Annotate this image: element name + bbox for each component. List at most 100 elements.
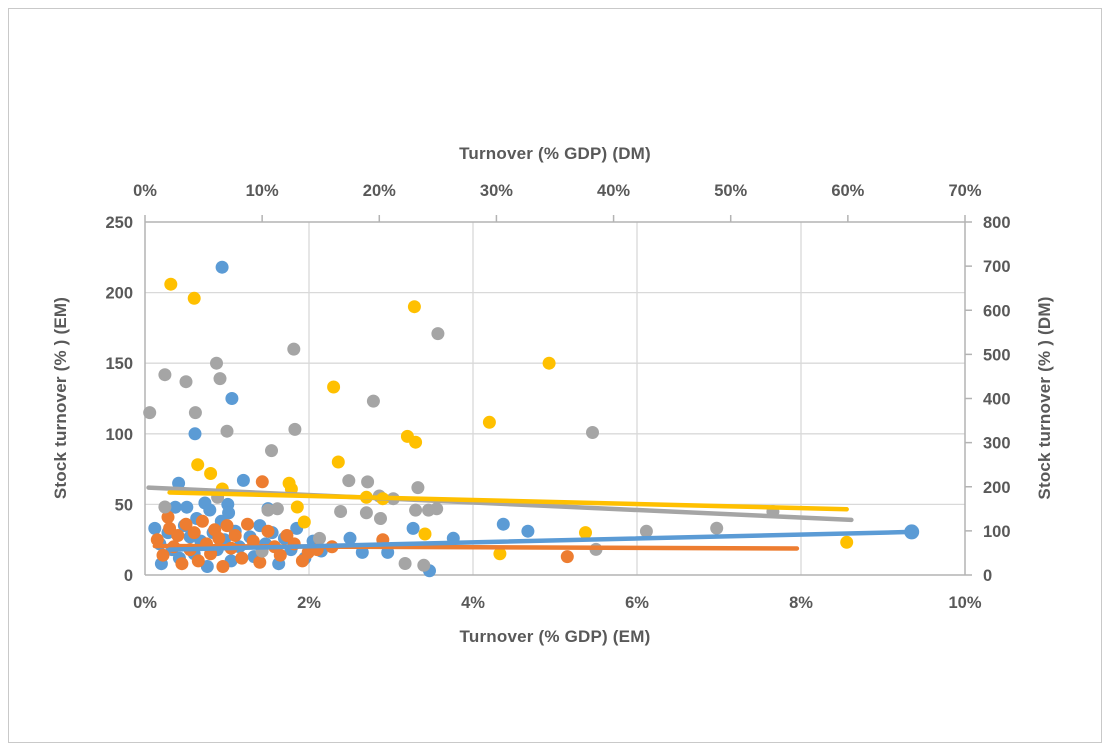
data-point-em-orange (212, 531, 226, 545)
data-point-em-blue (236, 473, 250, 487)
right-axis-tick-label: 800 (983, 214, 1011, 232)
data-point-dm-gray (210, 356, 223, 370)
data-point-em-blue (222, 506, 236, 520)
data-point-dm-yellow (327, 380, 341, 394)
bottom-axis-tick-label: 10% (948, 594, 981, 612)
data-point-em-orange (195, 514, 209, 528)
data-point-dm-yellow (297, 515, 311, 529)
left-axis-tick-label: 50 (115, 496, 133, 514)
data-point-em-blue (203, 503, 217, 517)
data-point-dm-yellow (407, 300, 421, 314)
trendline-yellow (167, 490, 849, 512)
right-axis-tick-label: 100 (983, 523, 1011, 541)
data-point-dm-gray (265, 444, 278, 458)
right-axis-tick-label: 500 (983, 346, 1011, 364)
data-point-dm-gray (586, 426, 599, 439)
top-axis-tick-label: 70% (948, 182, 981, 200)
data-point-em-orange (216, 560, 230, 573)
bottom-axis-tick-label: 4% (461, 594, 485, 612)
data-point-dm-gray (374, 512, 387, 525)
data-point-dm-gray (287, 342, 301, 356)
right-axis-tick-label: 200 (983, 479, 1011, 497)
data-point-dm-yellow (331, 455, 345, 469)
data-point-em-blue (148, 521, 162, 535)
trendline-blue (167, 529, 914, 552)
data-point-dm-yellow (164, 277, 178, 291)
data-point-em-orange (179, 517, 193, 531)
bottom-axis-title: Turnover (% GDP) (EM) (459, 627, 651, 646)
top-axis-tick-label: 20% (363, 182, 396, 200)
data-point-em-orange (253, 555, 267, 569)
data-point-dm-yellow (840, 535, 854, 549)
top-axis-tick-label: 60% (831, 182, 864, 200)
right-axis-tick-label: 400 (983, 391, 1011, 409)
data-point-em-orange (273, 548, 287, 562)
data-point-dm-yellow (493, 547, 507, 561)
data-point-em-blue (343, 531, 357, 545)
data-point-em-blue (188, 427, 202, 441)
data-point-dm-yellow (191, 458, 205, 472)
data-point-dm-gray (710, 521, 724, 535)
data-point-em-blue (225, 392, 239, 405)
right-axis-tick-label: 700 (983, 258, 1011, 276)
data-point-em-blue (168, 500, 182, 514)
data-point-dm-gray (158, 500, 172, 514)
data-point-em-orange (295, 554, 309, 568)
data-point-dm-yellow (482, 415, 496, 429)
data-point-em-blue (215, 260, 229, 274)
data-point-em-orange (187, 526, 201, 540)
top-axis-tick-label: 0% (133, 182, 157, 200)
top-axis-tick-label: 10% (246, 182, 279, 200)
series-dm-yellow-points (164, 277, 854, 561)
data-point-em-orange (255, 475, 269, 489)
data-point-dm-gray (158, 368, 172, 382)
data-point-em-orange (228, 529, 242, 542)
data-point-dm-yellow (542, 356, 556, 370)
data-point-dm-yellow (290, 500, 304, 514)
data-point-dm-yellow (187, 291, 201, 305)
data-point-dm-gray (143, 406, 157, 420)
data-point-dm-yellow (409, 435, 423, 449)
left-axis-tick-label: 0 (124, 567, 133, 585)
data-point-em-orange (280, 529, 294, 542)
bottom-axis-tick-label: 2% (297, 594, 321, 612)
data-point-em-blue (496, 517, 510, 531)
data-point-em-orange (560, 550, 574, 564)
data-point-dm-gray (361, 475, 375, 489)
series-em-blue-points (148, 260, 535, 578)
top-axis-title: Turnover (% GDP) (DM) (459, 144, 651, 163)
data-point-em-blue (521, 524, 535, 538)
data-point-em-orange (235, 551, 249, 565)
data-point-em-orange (241, 517, 254, 531)
left-axis-tick-label: 150 (105, 355, 133, 373)
data-point-em-blue (172, 476, 186, 490)
data-point-em-orange (156, 548, 170, 562)
data-point-dm-yellow (579, 526, 592, 540)
data-point-em-orange (191, 554, 205, 568)
data-point-dm-gray (417, 558, 431, 572)
data-point-dm-gray (220, 424, 234, 438)
top-axis-tick-label: 40% (597, 182, 630, 200)
right-axis-tick-label: 600 (983, 302, 1011, 320)
data-point-dm-gray (409, 503, 423, 517)
data-point-dm-gray (430, 502, 444, 516)
data-point-dm-gray (398, 557, 412, 570)
data-point-dm-gray (342, 474, 356, 488)
data-point-em-orange (175, 557, 189, 571)
data-point-em-orange (220, 519, 234, 533)
left-axis-tick-label: 100 (105, 426, 133, 444)
data-point-dm-yellow (418, 527, 432, 541)
left-axis-tick-label: 200 (105, 285, 133, 303)
data-point-dm-gray (334, 505, 348, 518)
right-axis-tick-label: 300 (983, 435, 1011, 453)
right-axis-title: Stock turnover (% ) (DM) (1035, 296, 1054, 500)
data-point-em-blue (406, 521, 420, 535)
bottom-axis-tick-label: 6% (625, 594, 649, 612)
top-axis-tick-label: 50% (714, 182, 747, 200)
data-point-em-blue (180, 500, 194, 514)
data-point-dm-gray (313, 531, 326, 545)
data-point-dm-gray (188, 406, 202, 420)
trendline-blue-end-marker (904, 524, 920, 540)
top-axis-tick-label: 30% (480, 182, 513, 200)
